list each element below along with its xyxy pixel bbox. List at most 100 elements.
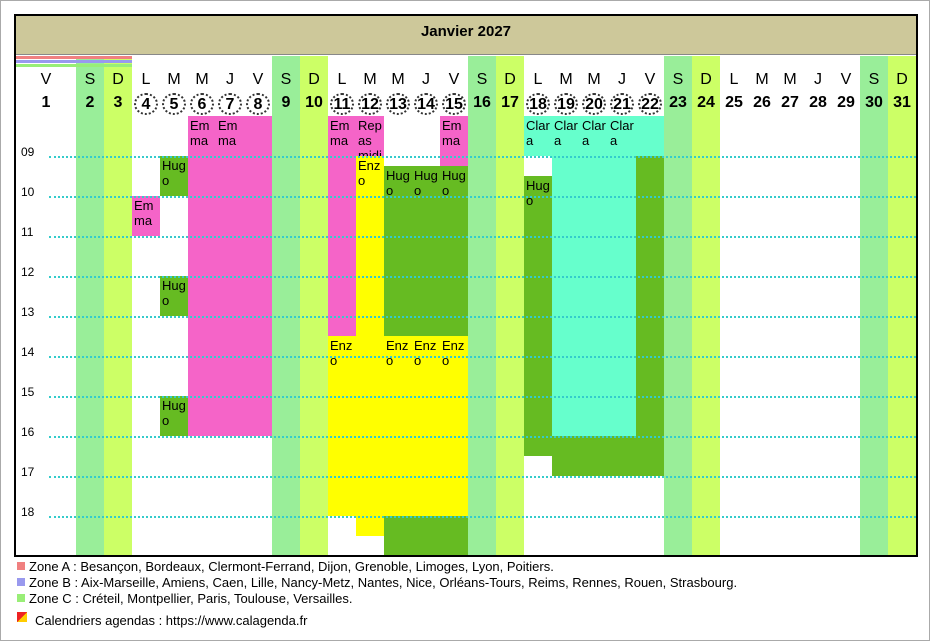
- event: [580, 436, 608, 476]
- legend-text: Zone B : Aix-Marseille, Amiens, Caen, Li…: [29, 575, 738, 590]
- weekday-label: M: [559, 71, 573, 88]
- footer: Calendriers agendas : https://www.calage…: [35, 613, 308, 628]
- event: Enzo: [328, 336, 356, 516]
- hour-line: [49, 436, 916, 438]
- hour-label: 16: [21, 425, 35, 439]
- weekday-label: S: [280, 71, 292, 88]
- day-number: 20: [582, 93, 606, 115]
- zone-stripe: [16, 64, 132, 67]
- hour-label: 18: [21, 505, 35, 519]
- weekend-column: [496, 56, 524, 556]
- day-number: 1: [41, 94, 51, 111]
- weekday-label: S: [672, 71, 684, 88]
- weekday-label: L: [533, 71, 543, 88]
- day-number: 27: [781, 94, 799, 111]
- weekday-label: M: [391, 71, 405, 88]
- hour-label: 14: [21, 345, 35, 359]
- hour-line: [49, 396, 916, 398]
- weekend-column: [888, 56, 916, 556]
- day-number: 8: [246, 93, 270, 115]
- day-number: 17: [501, 94, 519, 111]
- legend-swatch: [17, 594, 25, 602]
- weekend-column: [272, 56, 300, 556]
- weekday-label: L: [337, 71, 347, 88]
- event: Enzo: [440, 336, 468, 516]
- hour-label: 17: [21, 465, 35, 479]
- day-number: 26: [753, 94, 771, 111]
- day-number: 7: [218, 93, 242, 115]
- event: Enzo: [356, 156, 384, 536]
- day-number: 14: [414, 93, 438, 115]
- zone-stripe: [16, 60, 132, 63]
- weekday-label: D: [308, 71, 320, 88]
- weekday-label: S: [476, 71, 488, 88]
- day-number: 4: [134, 93, 158, 115]
- event: Emma: [328, 116, 356, 336]
- event: Enzo: [412, 336, 440, 516]
- legend-swatch: [17, 578, 25, 586]
- day-number: 22: [638, 93, 662, 115]
- hour-line: [49, 356, 916, 358]
- event: [412, 516, 440, 556]
- weekend-column: [664, 56, 692, 556]
- event: Hugo: [160, 276, 188, 316]
- footer-icon: [17, 612, 27, 622]
- hour-label: 15: [21, 385, 35, 399]
- weekday-label: S: [868, 71, 880, 88]
- event: [384, 516, 412, 556]
- hour-line: [49, 156, 916, 158]
- hour-line: [49, 316, 916, 318]
- day-number: 24: [697, 94, 715, 111]
- event: Hugo: [160, 396, 188, 436]
- day-number: 25: [725, 94, 743, 111]
- legend-text: Zone C : Créteil, Montpellier, Paris, To…: [29, 591, 353, 606]
- event: Repas midi: [356, 116, 384, 156]
- weekday-label: J: [226, 71, 234, 88]
- event: [608, 436, 636, 476]
- day-number: 13: [386, 93, 410, 115]
- day-number: 31: [893, 94, 911, 111]
- event: [552, 436, 580, 476]
- day-number: 30: [865, 94, 883, 111]
- day-number: 10: [305, 94, 323, 111]
- weekday-label: D: [504, 71, 516, 88]
- weekday-label: V: [252, 71, 264, 88]
- zone-stripe: [16, 56, 132, 59]
- weekday-label: M: [783, 71, 797, 88]
- event: Enzo: [384, 336, 412, 516]
- legend-swatch: [17, 562, 25, 570]
- legend-text: Zone A : Besançon, Bordeaux, Clermont-Fe…: [29, 559, 554, 574]
- weekday-label: J: [618, 71, 626, 88]
- hour-line: [49, 476, 916, 478]
- weekday-label: V: [840, 71, 852, 88]
- event: Hugo: [384, 166, 412, 336]
- weekend-column: [468, 56, 496, 556]
- event: Emma: [132, 196, 160, 236]
- weekday-label: D: [112, 71, 124, 88]
- day-number: 11: [330, 93, 354, 115]
- weekend-column: [76, 56, 104, 556]
- weekend-column: [104, 56, 132, 556]
- event: [440, 516, 468, 556]
- day-number: 12: [358, 93, 382, 115]
- day-number: 23: [669, 94, 687, 111]
- day-number: 3: [113, 94, 123, 111]
- day-number: 29: [837, 94, 855, 111]
- hour-label: 12: [21, 265, 35, 279]
- event: Emma: [440, 116, 468, 166]
- day-number: 15: [442, 93, 466, 115]
- weekday-label: D: [896, 71, 908, 88]
- weekday-label: M: [195, 71, 209, 88]
- event: Clara: [524, 116, 552, 156]
- weekday-label: D: [700, 71, 712, 88]
- hour-label: 11: [21, 225, 34, 239]
- day-number: 9: [281, 94, 291, 111]
- day-number: 2: [85, 94, 95, 111]
- day-number: 18: [526, 93, 550, 115]
- day-number: 6: [190, 93, 214, 115]
- event: Hugo: [160, 156, 188, 196]
- hour-label: 09: [21, 145, 35, 159]
- hour-line: [49, 276, 916, 278]
- day-number: 16: [473, 94, 491, 111]
- weekday-label: J: [422, 71, 430, 88]
